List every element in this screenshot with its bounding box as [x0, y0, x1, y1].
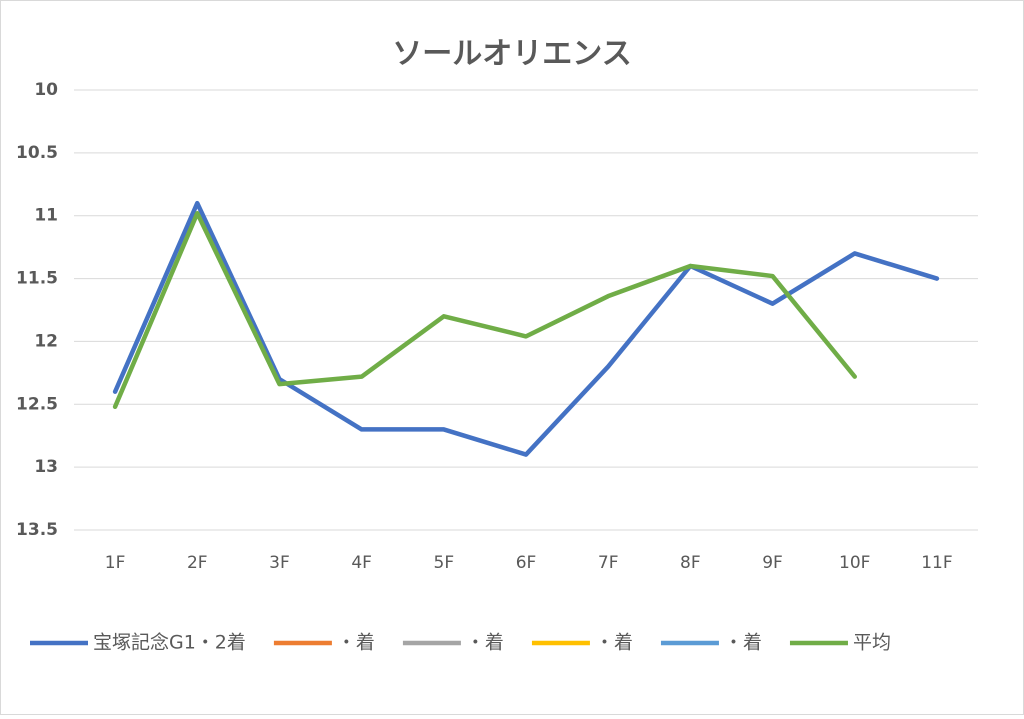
x-tick-label: 10F	[839, 553, 870, 573]
y-tick-label: 13.5	[16, 520, 58, 540]
legend-label: ・着	[595, 632, 633, 654]
legend-label: 宝塚記念G1・2着	[93, 631, 246, 654]
x-tick-label: 9F	[762, 553, 783, 573]
legend-label: ・着	[466, 632, 504, 654]
y-tick-label: 10.5	[16, 143, 58, 163]
x-tick-label: 11F	[921, 553, 952, 573]
x-tick-label: 5F	[434, 553, 455, 573]
x-tick-label: 1F	[105, 553, 126, 573]
y-tick-label: 10	[34, 80, 58, 100]
y-tick-label: 12	[34, 331, 58, 351]
y-tick-label: 12.5	[16, 394, 58, 414]
chart-title: ソールオリエンス	[392, 37, 631, 72]
y-tick-label: 11.5	[16, 269, 58, 289]
y-tick-label: 11	[34, 206, 58, 226]
x-tick-label: 6F	[516, 553, 537, 573]
x-tick-label: 8F	[680, 553, 701, 573]
x-tick-label: 3F	[269, 553, 290, 573]
series-line	[112, 210, 857, 410]
y-tick-label: 13	[34, 457, 58, 477]
legend-label: ・着	[724, 632, 762, 654]
x-tick-label: 2F	[187, 553, 208, 573]
x-tick-label: 4F	[351, 553, 372, 573]
x-tick-label: 7F	[598, 553, 619, 573]
series-line	[112, 200, 940, 457]
legend-label: ・着	[337, 632, 375, 654]
legend-label: 平均	[853, 632, 891, 654]
